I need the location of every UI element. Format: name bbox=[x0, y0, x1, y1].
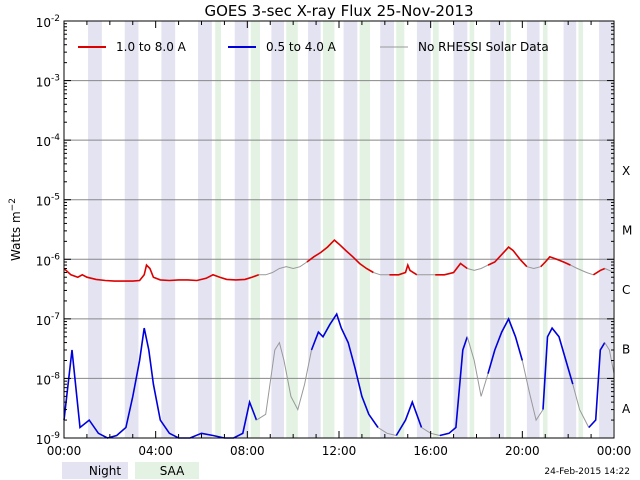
x-tick-label: 00:00 bbox=[47, 444, 82, 458]
y-tick-label: 10-6 bbox=[36, 252, 61, 268]
y-tick-label: 10-7 bbox=[36, 312, 60, 328]
night-band bbox=[161, 21, 176, 438]
flare-class-label: C bbox=[622, 283, 630, 297]
series-line-segment bbox=[467, 264, 489, 271]
saa-legend-label: SAA bbox=[160, 464, 185, 478]
series-line-segment bbox=[395, 399, 423, 436]
night-band bbox=[599, 21, 613, 438]
night-band bbox=[490, 21, 504, 438]
legend-label: 1.0 to 8.0 A bbox=[116, 40, 187, 54]
night-band bbox=[198, 21, 212, 438]
saa-band bbox=[286, 21, 298, 438]
y-tick-label: 10-9 bbox=[36, 431, 61, 447]
series-line-segment bbox=[310, 312, 379, 428]
saa-band bbox=[432, 21, 439, 438]
series-line-segment bbox=[306, 239, 374, 274]
night-saa-bands bbox=[88, 21, 613, 438]
night-band bbox=[526, 21, 540, 438]
y-axis-label-exponent: −2 bbox=[8, 198, 18, 211]
night-band bbox=[234, 21, 249, 438]
y-tick-label: 10-3 bbox=[36, 74, 60, 90]
flare-class-label: X bbox=[622, 164, 630, 178]
saa-band bbox=[322, 21, 335, 438]
saa-band bbox=[396, 21, 405, 438]
x-tick-label: 08:00 bbox=[230, 444, 265, 458]
x-tick-label: 12:00 bbox=[322, 444, 357, 458]
night-legend-swatch bbox=[62, 462, 128, 479]
night-band bbox=[271, 21, 284, 438]
night-band bbox=[88, 21, 102, 438]
night-band bbox=[124, 21, 139, 438]
series-line-segment bbox=[258, 261, 308, 276]
series-line-segment bbox=[542, 326, 574, 410]
series-line-segment bbox=[487, 246, 528, 268]
axis-ticks: 10-2 10-3 10-4 10-5 10-6 10-7 10-8 10-9 X M C B A 00:… bbox=[36, 14, 633, 458]
x-tick-label: 04:00 bbox=[138, 444, 173, 458]
series-line-segment bbox=[521, 360, 544, 422]
night-band bbox=[416, 21, 431, 438]
flare-class-label: A bbox=[622, 402, 631, 416]
saa-band bbox=[250, 21, 260, 438]
series-line-segment bbox=[487, 316, 524, 374]
saa-band bbox=[359, 21, 370, 438]
series-line-segment bbox=[570, 264, 594, 276]
series-line-segment bbox=[604, 342, 615, 374]
series-line-segment bbox=[439, 336, 469, 437]
y-tick-label: 10-5 bbox=[36, 193, 60, 209]
series-line-segment bbox=[540, 255, 571, 268]
series-line-segment bbox=[373, 272, 390, 276]
series-line-segment bbox=[592, 267, 606, 276]
flare-class-label: M bbox=[622, 224, 632, 238]
x-tick-label: 16:00 bbox=[413, 444, 448, 458]
x-tick-label: 00:00 bbox=[597, 444, 632, 458]
flare-class-label: B bbox=[622, 343, 630, 357]
night-band bbox=[453, 21, 468, 438]
y-tick-label: 10-8 bbox=[36, 371, 61, 387]
legend-label: No RHESSI Solar Data bbox=[418, 40, 549, 54]
night-band bbox=[308, 21, 321, 438]
footer-timestamp: 24-Feb-2015 14:22 bbox=[544, 467, 630, 477]
chart-title: GOES 3-sec X-ray Flux 25-Nov-2013 bbox=[204, 2, 473, 20]
saa-band bbox=[578, 21, 584, 438]
night-legend-label: Night bbox=[89, 464, 122, 478]
series-line-segment bbox=[435, 262, 468, 276]
x-tick-label: 20:00 bbox=[505, 444, 540, 458]
series-line-segment bbox=[256, 341, 312, 421]
legend: 1.0 to 8.0 A 0.5 to 4.0 A No RHESSI Solar … bbox=[78, 40, 549, 54]
series-line-segment bbox=[588, 342, 606, 429]
series-line-segment bbox=[526, 266, 541, 270]
y-axis-label: Watts m−2 bbox=[8, 198, 23, 261]
saa-band bbox=[215, 21, 221, 438]
saa-band bbox=[542, 21, 548, 438]
saa-legend-swatch bbox=[135, 462, 199, 479]
series-line-segment bbox=[63, 263, 260, 282]
series-line-segment bbox=[377, 427, 397, 436]
series-line-segment bbox=[466, 336, 489, 397]
y-axis-label-main: Watts m bbox=[9, 211, 23, 261]
saa-band bbox=[506, 21, 511, 438]
footer-legend: Night SAA bbox=[62, 462, 199, 479]
series-line-segment bbox=[604, 268, 615, 273]
legend-label: 0.5 to 4.0 A bbox=[266, 40, 337, 54]
series-line-segment bbox=[389, 262, 418, 276]
night-band bbox=[343, 21, 358, 438]
night-band bbox=[380, 21, 394, 438]
saa-band bbox=[469, 21, 475, 438]
y-tick-label: 10-4 bbox=[36, 133, 61, 149]
series-line-segment bbox=[572, 384, 590, 428]
y-tick-label: 10-2 bbox=[36, 14, 60, 30]
night-band bbox=[563, 21, 577, 438]
